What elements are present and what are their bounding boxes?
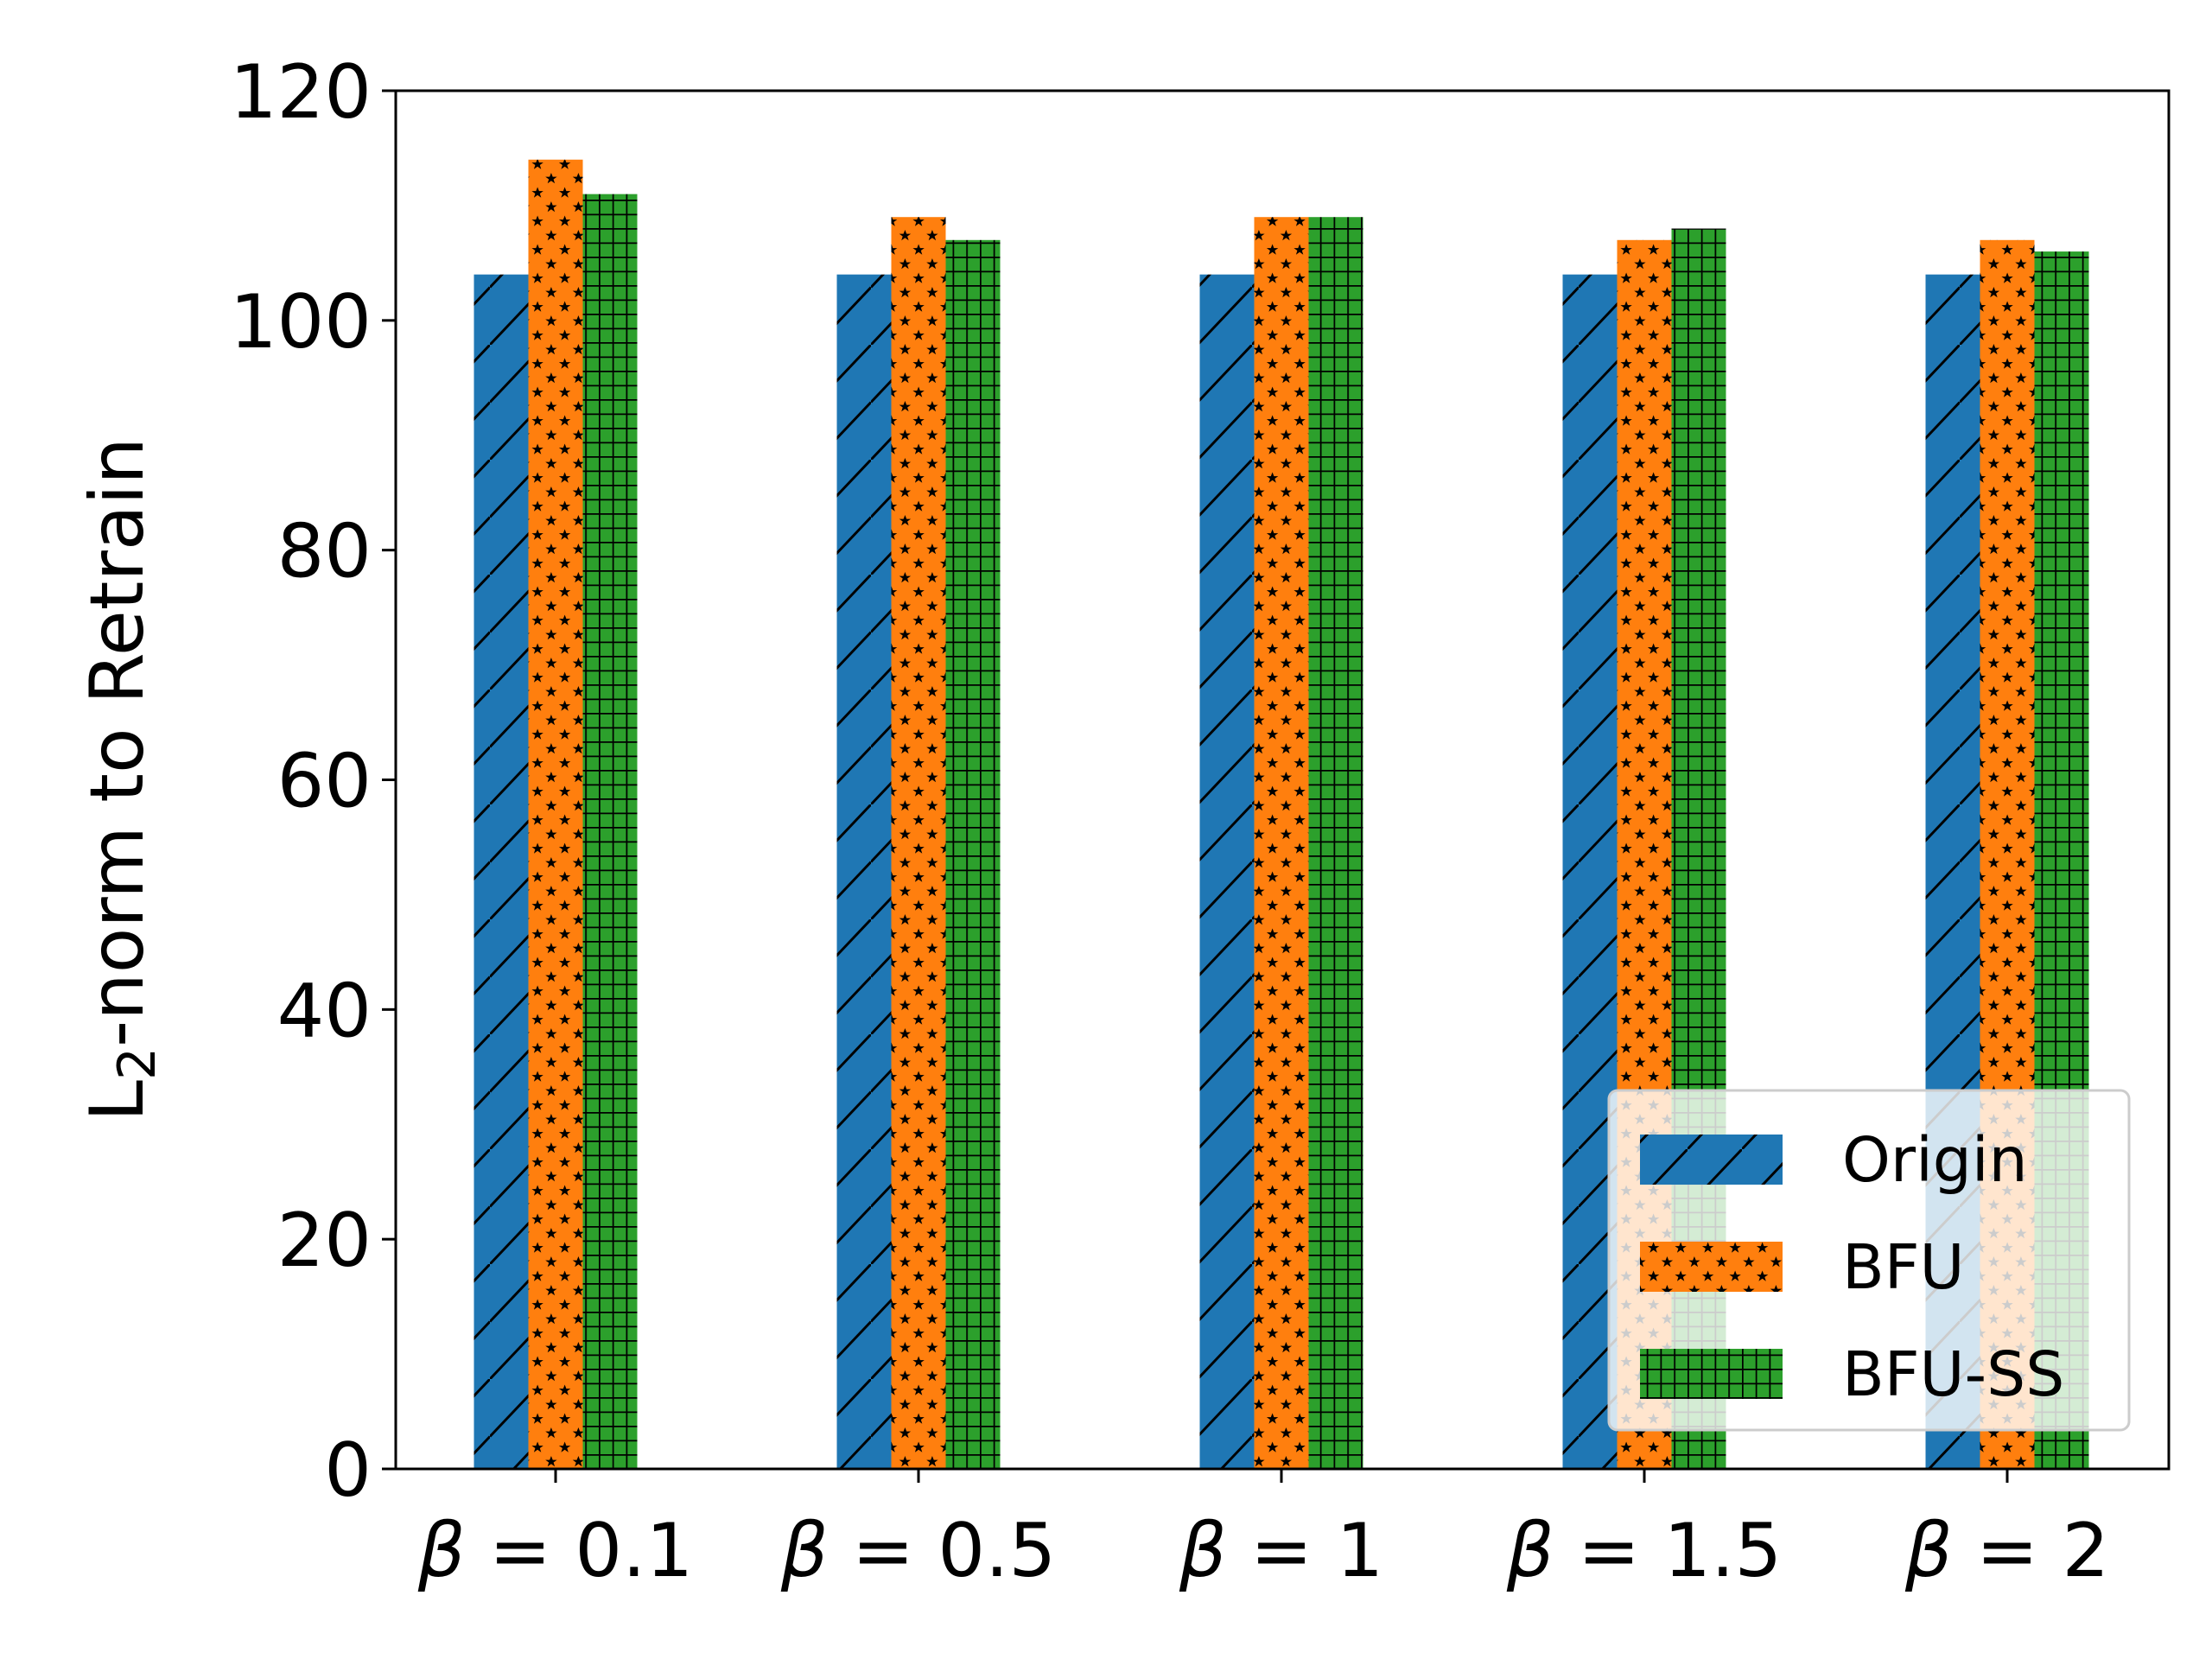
legend-swatch-bfu-ss [1640,1349,1783,1399]
y-tick-label: 20 [277,1198,372,1284]
legend-label-origin: Origin [1842,1124,2028,1196]
x-tick-label: β = 1.5 [1506,1508,1782,1594]
bar-origin-0 [474,274,529,1470]
bar-bfu-2 [1254,217,1309,1469]
bar-origin-1 [836,274,892,1470]
legend-swatch-origin [1640,1135,1783,1185]
bar-bfu-1 [891,217,946,1469]
bar-bfu-ss-2 [1308,217,1363,1469]
y-tick-label: 0 [324,1427,372,1514]
x-tick-label: β = 0.1 [417,1508,693,1594]
bar-bfu-ss-1 [945,239,1001,1470]
legend: Origin BFU BFU-SS [1607,1089,2131,1432]
bar-origin-2 [1199,274,1255,1470]
legend-label-bfu: BFU [1842,1231,1965,1303]
y-axis: 0 20 40 60 80 100 120 [230,49,396,1514]
legend-label-bfu-ss: BFU-SS [1842,1338,2064,1410]
x-tick-label: β = 2 [1904,1508,2109,1594]
x-axis: β = 0.1 β = 0.5 β = 1 β = 1.5 β = 2 [417,1469,2109,1594]
y-tick-label: 120 [230,49,372,136]
legend-swatch-bfu [1640,1242,1783,1292]
y-tick-label: 100 [230,279,372,365]
y-tick-label: 60 [277,739,372,825]
bar-bfu-ss-0 [582,194,638,1469]
y-tick-label: 40 [277,968,372,1054]
y-tick-label: 80 [277,509,372,595]
x-tick-label: β = 1 [1179,1508,1383,1594]
y-axis-label: L2-norm to Retrain [74,437,168,1122]
x-tick-label: β = 0.5 [780,1508,1056,1594]
bar-bfu-0 [528,159,583,1469]
